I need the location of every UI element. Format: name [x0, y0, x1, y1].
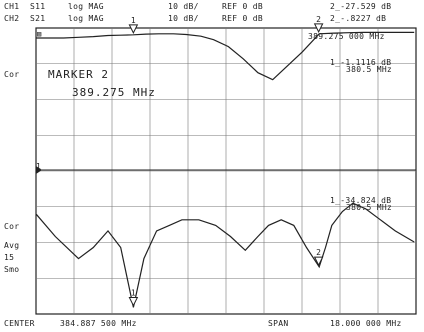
- marker-1-s11-label: 1: [131, 288, 136, 297]
- markers-group: 1 1 2 2: [128, 15, 324, 307]
- marker-1-s11-triangle: [128, 296, 139, 307]
- series-s21-line: [36, 31, 415, 81]
- ch1-label: CH1: [4, 2, 20, 11]
- marker-2-s11-label: 2: [316, 248, 321, 257]
- m1-ch1-freq: 380.5 MHz: [346, 203, 393, 212]
- ch2-label: CH2: [4, 14, 20, 23]
- marker-value: 389.275 MHz: [72, 86, 156, 99]
- span-label: SPAN: [268, 319, 289, 328]
- m1-ch2-readout: 1_-1.1116 dB: [330, 58, 392, 67]
- ch2-param: S21: [30, 14, 46, 23]
- cor-bottom-annotation: Cor: [4, 222, 20, 231]
- ch1-param: S11: [30, 2, 46, 11]
- ch1-scale: 10 dB/: [168, 2, 199, 11]
- smo-annotation: Smo: [4, 265, 20, 274]
- marker-1-s21-triangle: [128, 24, 139, 34]
- ch1-format: log MAG: [68, 2, 104, 11]
- span-value: 18.000 000 MHz: [330, 319, 402, 328]
- marker-2-s21-label: 2: [316, 15, 321, 24]
- reference-arrow-icon: [36, 166, 42, 174]
- ch2-scale: 10 dB/: [168, 14, 199, 23]
- center-label: CENTER: [4, 319, 35, 328]
- cor-top-annotation: Cor: [4, 70, 20, 79]
- m1-ch2-freq: 380.5 MHz: [346, 65, 393, 74]
- reference-label: 1: [36, 162, 42, 171]
- ch2-marker-readout: 2_-.8227 dB: [330, 14, 387, 23]
- marker-2-s11-triangle: [313, 256, 324, 267]
- marker-2-s21-triangle: [313, 23, 324, 33]
- center-value: 384.887 500 MHz: [60, 319, 137, 328]
- plot-grid: [36, 28, 416, 314]
- ch2-ref: REF 0 dB: [222, 14, 263, 23]
- ch1-marker-readout: 2_-27.529 dB: [330, 2, 392, 11]
- marker-1-s21-label: 1: [131, 16, 136, 25]
- m1-ch1-readout: 1_-34.824 dB: [330, 196, 392, 205]
- marker-freq-top: 389.275 000 MHz: [308, 32, 385, 41]
- series-s11-line: [35, 202, 415, 308]
- corner-tag: ▨: [37, 30, 42, 38]
- avg-factor: 15: [4, 253, 15, 262]
- marker-title: MARKER 2: [48, 68, 109, 81]
- ch2-format: log MAG: [68, 14, 104, 23]
- avg-annotation: Avg: [4, 241, 20, 250]
- ch1-ref: REF 0 dB: [222, 2, 263, 11]
